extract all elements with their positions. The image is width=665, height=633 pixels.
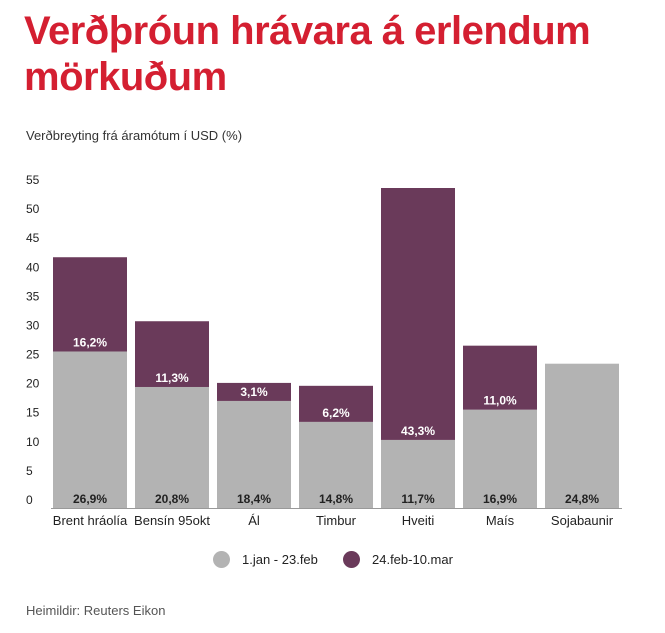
data-label-series1: 11,7% xyxy=(401,492,435,506)
legend-label-series1: 1.jan - 23.feb xyxy=(242,552,318,567)
bar-segment-series2 xyxy=(463,345,537,410)
bar-segment-series2 xyxy=(53,257,127,352)
data-label-series2: 16,2% xyxy=(73,335,107,349)
data-label-series2: 3,1% xyxy=(240,385,268,399)
x-tick-label: Timbur xyxy=(316,513,357,528)
y-tick-label: 0 xyxy=(26,493,33,507)
y-tick-label: 5 xyxy=(26,464,33,478)
bar-segment-series1 xyxy=(463,409,537,508)
source-note: Heimildir: Reuters Eikon xyxy=(26,603,166,618)
bar-segment-series2 xyxy=(381,188,455,440)
legend-swatch-series2 xyxy=(343,551,360,568)
data-label-series2: 11,0% xyxy=(483,394,517,408)
x-tick-label: Brent hráolía xyxy=(53,513,128,528)
x-tick-label: Hveiti xyxy=(402,513,435,528)
y-tick-label: 35 xyxy=(26,289,40,303)
legend-item-series1: 1.jan - 23.feb xyxy=(213,551,318,568)
bar-segment-series2 xyxy=(299,385,373,422)
data-label-series2: 11,3% xyxy=(155,371,189,385)
data-label-series1: 24,8% xyxy=(565,492,599,506)
y-axis-label: Verðbreyting frá áramótum í USD (%) xyxy=(26,128,243,143)
data-label-series2: 43,3% xyxy=(401,424,435,438)
y-tick-label: 25 xyxy=(26,348,40,362)
data-label-series1: 16,9% xyxy=(483,492,517,506)
bar-segment-series1 xyxy=(545,363,619,508)
bar-segment-series1 xyxy=(53,351,127,508)
legend-item-series2: 24.feb-10.mar xyxy=(343,551,453,568)
legend-swatch-series1 xyxy=(213,551,230,568)
data-label-series2: 6,2% xyxy=(322,406,350,420)
bar-segment-series2 xyxy=(135,321,209,387)
data-label-series1: 14,8% xyxy=(319,492,353,506)
bar-segment-series1 xyxy=(135,386,209,508)
bar-segment-series1 xyxy=(299,421,373,508)
data-label-series1: 18,4% xyxy=(237,492,271,506)
bar-segment-series1 xyxy=(217,400,291,508)
y-tick-label: 40 xyxy=(26,260,40,274)
x-tick-label: Ál xyxy=(248,513,260,528)
y-tick-label: 20 xyxy=(26,377,40,391)
data-label-series1: 26,9% xyxy=(73,492,107,506)
y-tick-label: 45 xyxy=(26,231,40,245)
legend-label-series2: 24.feb-10.mar xyxy=(372,552,453,567)
data-label-series1: 20,8% xyxy=(155,492,189,506)
bar-segment-series1 xyxy=(381,439,455,508)
x-tick-label: Maís xyxy=(486,513,515,528)
y-tick-label: 50 xyxy=(26,202,40,216)
bar-segment-series2 xyxy=(217,382,291,401)
legend: 1.jan - 23.feb 24.feb-10.mar xyxy=(0,551,665,571)
y-tick-label: 55 xyxy=(26,173,40,187)
x-tick-label: Sojabaunir xyxy=(551,513,614,528)
y-tick-label: 30 xyxy=(26,318,40,332)
x-tick-label: Bensín 95okt xyxy=(134,513,210,528)
chart-title: Verðþróun hrávara á erlendum mörkuðum xyxy=(24,9,591,99)
y-tick-label: 10 xyxy=(26,435,40,449)
y-tick-label: 15 xyxy=(26,406,40,420)
